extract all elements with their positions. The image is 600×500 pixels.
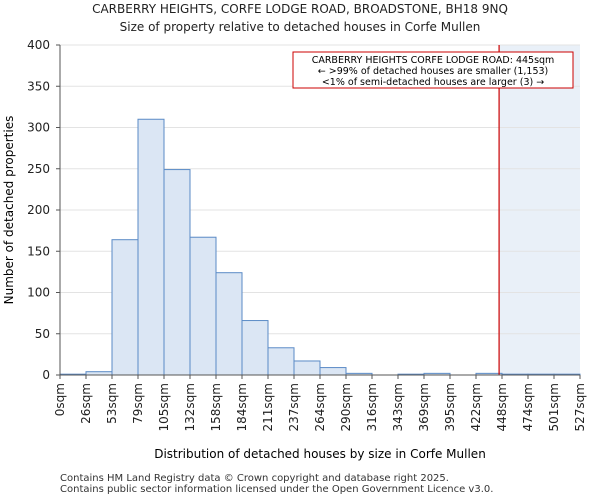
bar: [163, 169, 191, 376]
x-tick-label: 53sqm: [105, 383, 119, 424]
x-tick-label: 527sqm: [573, 383, 587, 431]
annotation-line-3: <1% of semi-detached houses are larger (…: [322, 77, 544, 88]
x-tick-label: 132sqm: [183, 383, 197, 431]
x-tick-label: 184sqm: [235, 383, 249, 431]
y-tick-label: 100: [27, 286, 50, 300]
y-axis-label: Number of detached properties: [2, 116, 16, 305]
y-tick-label: 250: [27, 162, 50, 176]
x-tick-label: 395sqm: [443, 383, 457, 431]
x-tick-label: 343sqm: [391, 383, 405, 431]
x-tick-label: 105sqm: [157, 383, 171, 431]
bar: [319, 367, 347, 376]
y-tick-label: 400: [27, 38, 50, 52]
x-tick-label: 422sqm: [469, 383, 483, 431]
footer-line-1: Contains HM Land Registry data © Crown c…: [60, 473, 449, 484]
x-tick-label: 316sqm: [365, 383, 379, 431]
y-tick-label: 350: [27, 79, 50, 93]
y-tick-label: 150: [27, 244, 50, 258]
y-tick-label: 0: [42, 368, 50, 382]
x-tick-label: 79sqm: [131, 383, 145, 424]
bar: [111, 239, 139, 376]
chart-subtitle: Size of property relative to detached ho…: [119, 20, 481, 34]
y-tick-label: 300: [27, 121, 50, 135]
y-tick-label: 200: [27, 203, 50, 217]
annotation-line-1: CARBERRY HEIGHTS CORFE LODGE ROAD: 445sq…: [312, 55, 555, 66]
x-tick-label: 237sqm: [287, 383, 301, 431]
annotation-line-2: ← >99% of detached houses are smaller (1…: [318, 66, 549, 77]
bar: [189, 236, 217, 376]
bar: [267, 347, 295, 376]
x-tick-label: 264sqm: [313, 383, 327, 431]
x-tick-label: 474sqm: [521, 383, 535, 431]
x-axis-label: Distribution of detached houses by size …: [154, 447, 486, 461]
chart-title: CARBERRY HEIGHTS, CORFE LODGE ROAD, BROA…: [92, 2, 508, 16]
x-tick-label: 290sqm: [339, 383, 353, 431]
bar: [293, 360, 321, 376]
histogram-chart: 0 50 100 150 200 250 300 350 400 0sqm 26sqm 53sqm 79…: [2, 38, 587, 461]
x-tick-label: 0sqm: [53, 383, 67, 416]
x-tick-label: 158sqm: [209, 383, 223, 431]
x-tick-label: 211sqm: [261, 383, 275, 431]
x-tick-label: 501sqm: [547, 383, 561, 431]
bar: [215, 272, 243, 376]
x-tick-label: 448sqm: [495, 383, 509, 431]
x-tick-label: 369sqm: [417, 383, 431, 431]
footer-line-2: Contains public sector information licen…: [60, 484, 494, 495]
bar: [137, 118, 165, 376]
bar: [241, 320, 269, 376]
x-tick-label: 26sqm: [79, 383, 93, 424]
annotation-box: [292, 51, 574, 89]
y-tick-label: 50: [35, 327, 50, 341]
